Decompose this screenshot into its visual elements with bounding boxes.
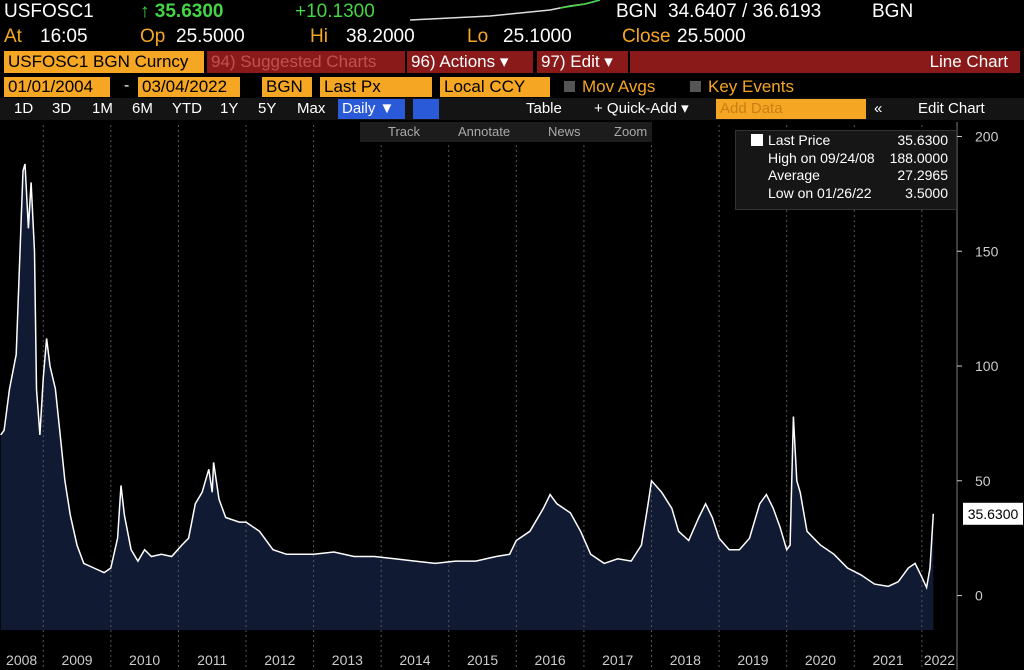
key-events[interactable]: Key Events [708,77,794,96]
menu-button[interactable]: 94) Suggested Charts [207,51,405,73]
checkbox[interactable] [690,81,701,92]
legend-swatch [751,134,763,146]
ticker: USFOSC1 [4,1,94,22]
chart-type[interactable] [413,99,439,119]
legend-value: 3.5000 [905,184,948,201]
stat-label: Hi [310,26,328,47]
stat-value: 25.5000 [176,26,245,47]
stat-label: Close [622,26,671,47]
period[interactable]: 1Y [220,100,239,117]
legend-value: 35.6300 [897,132,948,148]
add-data[interactable]: Add Data [716,99,866,119]
stat-label: At [4,26,22,47]
sparkline [410,0,600,21]
legend [735,130,957,210]
stat-label: Op [140,26,166,47]
stat-value: 25.5000 [677,26,746,47]
legend-label: High on 09/24/08 [768,149,875,166]
period[interactable]: 6M [132,100,153,117]
security[interactable]: USFOSC1 BGN Curncy [4,51,204,73]
legend-label: Last Price [768,132,831,148]
period[interactable]: YTD [172,100,202,117]
x-tick-label: 2019 [737,652,768,668]
menu-button[interactable]: 97) Edit ▾ [537,51,628,73]
x-tick-label: 2013 [332,652,363,668]
legend-label: Low on 01/26/22 [768,184,872,201]
checkbox[interactable] [564,81,575,92]
x-tick-label: 2021 [872,652,903,668]
edit-chart[interactable]: Edit Chart [918,100,985,117]
period[interactable]: 3D [52,100,72,117]
end-date[interactable]: 03/04/2022 [138,77,240,97]
legend-value: 188.0000 [889,149,948,166]
menu-button[interactable]: 96) Actions ▾ [407,51,533,73]
period[interactable]: 1M [92,100,113,117]
last-flag [963,502,1023,525]
last-flag-label: 35.6300 [968,506,1019,522]
x-tick-label: 2015 [467,652,498,668]
field[interactable]: Last Px [320,77,432,97]
y-tick-label: 150 [975,243,999,259]
x-tick-label: 2017 [602,652,633,668]
area-fill [0,164,934,630]
tool[interactable]: Track [388,124,421,139]
period[interactable]: 1D [14,100,34,117]
y-tick-label: 100 [975,358,999,374]
last-price: ↑ 35.6300 [140,1,224,22]
x-tick-label: 2012 [264,652,295,668]
stat-label: Lo [467,26,489,47]
change: +10.1300 [295,1,375,22]
source: BGN [616,1,658,22]
stat-value: 38.2000 [346,26,415,47]
view-title: Line Chart [630,51,1020,73]
collapse[interactable]: « [874,100,883,117]
source-field[interactable]: BGN [262,77,312,97]
tool[interactable]: Zoom [614,124,648,139]
y-tick-label: 200 [975,128,999,144]
table[interactable]: Table [526,100,562,117]
source: BGN [872,1,914,22]
chart: 2008 2009 2010 2011 2012 2013 2014 2015 2016 2017… [0,122,1023,670]
period[interactable]: Max [297,100,326,117]
x-tick-label: 2009 [61,652,92,668]
quick-add[interactable]: + Quick-Add ▾ [594,100,689,117]
period[interactable]: 5Y [258,100,277,117]
tool[interactable]: Annotate [458,124,511,139]
frequency[interactable]: Daily ▼ [338,99,405,119]
y-tick-label: 0 [975,588,983,604]
dash: - [124,77,130,94]
tools-bar [360,122,652,142]
stat-value: 25.1000 [503,26,572,47]
x-tick-label: 2014 [399,652,430,668]
x-tick-label: 2022 [924,652,955,668]
tool[interactable]: News [548,124,581,139]
line [0,163,935,591]
x-tick-label: 2008 [6,652,37,668]
mov-avgs[interactable]: Mov Avgs [582,77,656,96]
x-tick-label: 2016 [535,652,566,668]
stat-value: 16:05 [40,26,88,47]
x-tick-label: 2018 [670,652,701,668]
x-tick-label: 2010 [129,652,160,668]
start-date[interactable]: 01/01/2004 [4,77,110,97]
bid-ask: 34.6407 / 36.6193 [668,1,822,22]
y-tick-label: 50 [975,473,991,489]
x-tick-label: 2020 [805,652,836,668]
currency[interactable]: Local CCY [440,77,550,97]
legend-label: Average [768,167,820,183]
legend-value: 27.2965 [897,167,948,183]
x-tick-label: 2011 [197,652,227,668]
